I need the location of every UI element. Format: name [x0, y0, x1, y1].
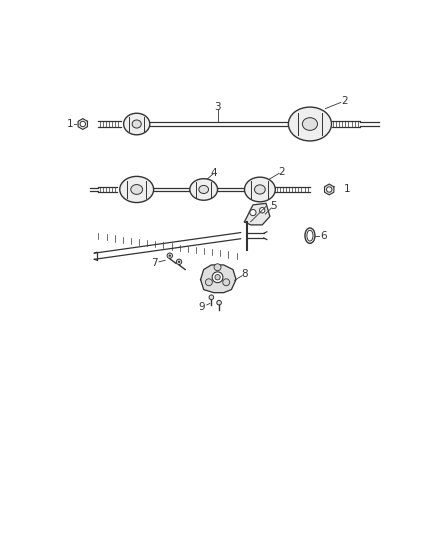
Text: 2: 2	[341, 96, 348, 106]
Polygon shape	[201, 265, 236, 293]
Circle shape	[178, 261, 180, 263]
Circle shape	[177, 259, 182, 264]
Ellipse shape	[302, 118, 318, 131]
Text: 3: 3	[214, 102, 221, 112]
Circle shape	[205, 279, 212, 286]
Ellipse shape	[254, 185, 265, 194]
Circle shape	[217, 301, 221, 305]
Circle shape	[212, 272, 223, 282]
Circle shape	[326, 187, 332, 192]
Text: 6: 6	[321, 231, 327, 241]
Ellipse shape	[124, 113, 150, 135]
Polygon shape	[325, 184, 334, 195]
Circle shape	[209, 295, 214, 300]
Text: 9: 9	[199, 302, 205, 311]
Ellipse shape	[244, 177, 276, 202]
Text: 1: 1	[67, 119, 73, 129]
Circle shape	[80, 122, 85, 127]
Ellipse shape	[307, 230, 313, 241]
Circle shape	[215, 274, 220, 280]
Ellipse shape	[132, 120, 141, 128]
Circle shape	[167, 253, 173, 259]
Text: 8: 8	[241, 269, 248, 279]
Circle shape	[169, 255, 171, 257]
Circle shape	[223, 279, 230, 286]
Text: 7: 7	[151, 259, 158, 269]
Text: 2: 2	[278, 167, 285, 177]
Ellipse shape	[131, 184, 143, 195]
Circle shape	[259, 207, 265, 213]
Circle shape	[214, 264, 221, 271]
Text: 1: 1	[343, 184, 350, 195]
Text: 4: 4	[210, 167, 217, 177]
Circle shape	[250, 209, 256, 216]
Ellipse shape	[305, 228, 315, 244]
Ellipse shape	[199, 185, 208, 193]
Ellipse shape	[120, 176, 154, 203]
Polygon shape	[244, 203, 270, 225]
Ellipse shape	[288, 107, 332, 141]
Ellipse shape	[190, 179, 218, 200]
Text: 5: 5	[270, 201, 277, 212]
Polygon shape	[78, 119, 88, 130]
